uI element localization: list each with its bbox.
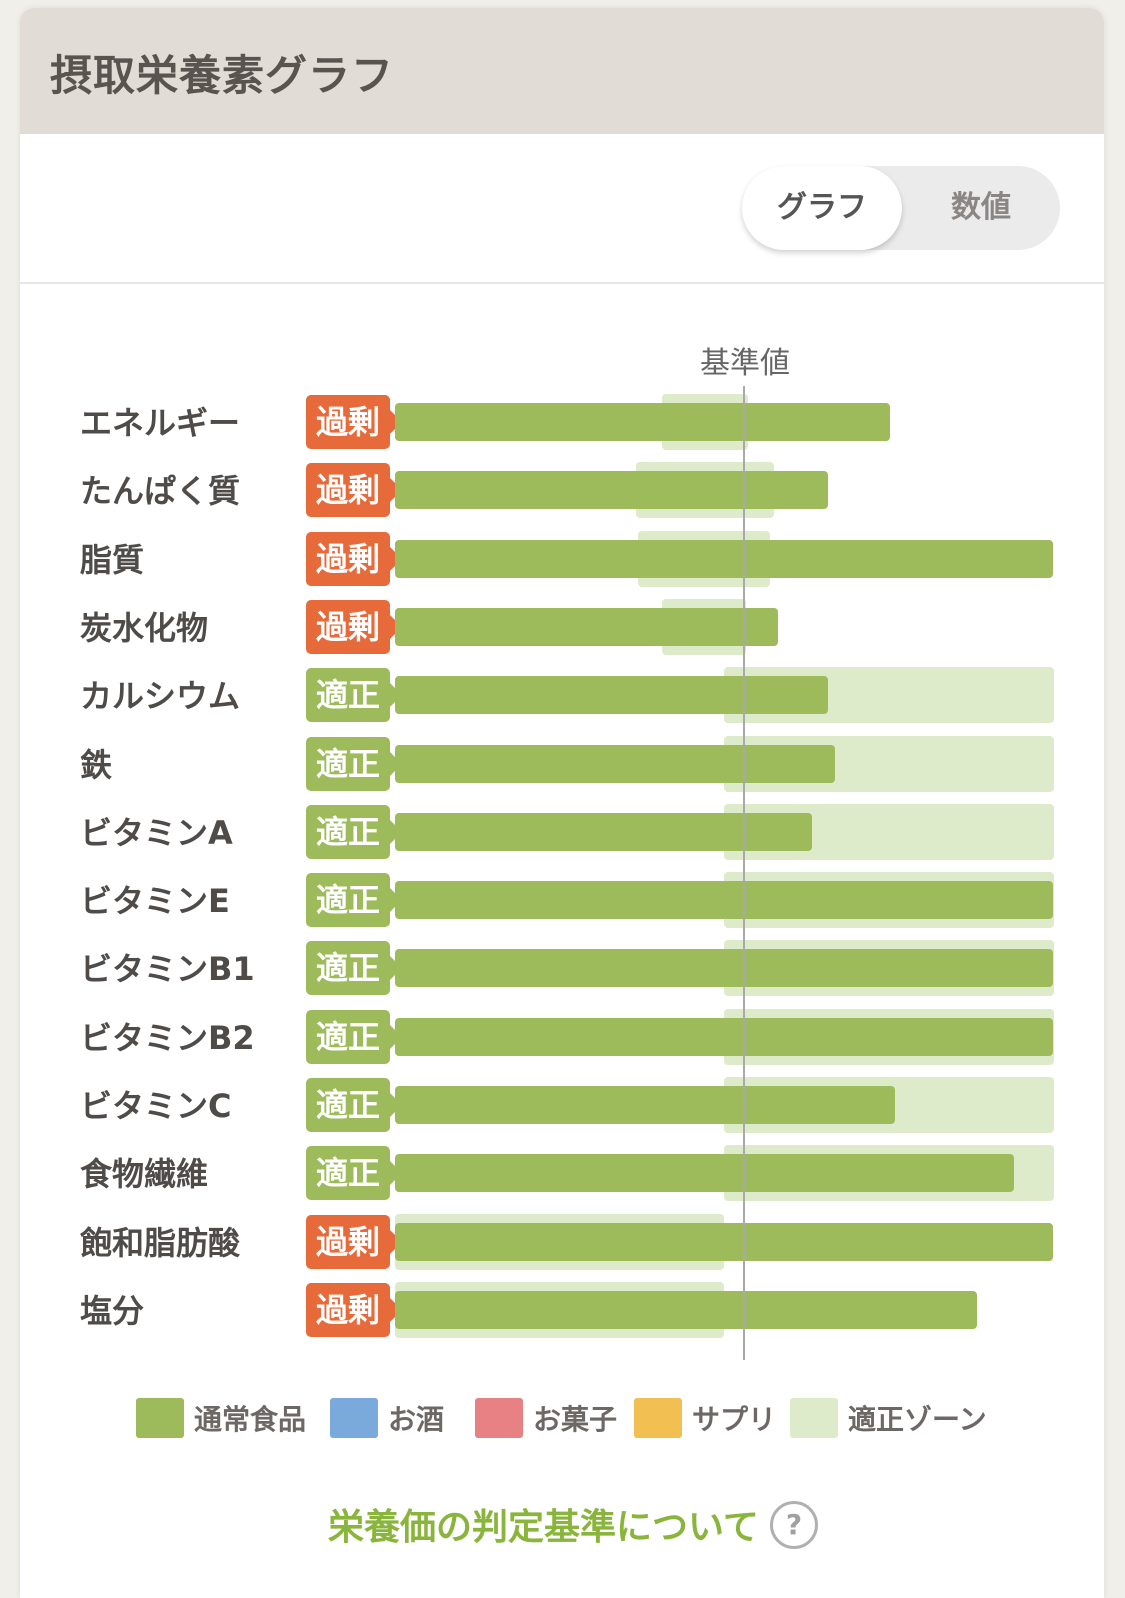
judgement-criteria-link[interactable]: 栄養価の判定基準について — [328, 1507, 759, 1548]
intake-bar — [395, 1017, 1053, 1056]
status-badge: 過剰 — [306, 1214, 402, 1269]
intake-bar — [395, 539, 1053, 578]
nutrient-label: エネルギー — [80, 404, 241, 442]
section-divider — [20, 282, 1104, 284]
nutrient-graph-card: 摂取栄養素グラフ グラフ 数値 基準値 エネルギー 過剰 たんぱく質 過剰 脂質 過剰 炭水… — [20, 8, 1104, 1598]
intake-bar — [395, 1290, 977, 1329]
status-badge: 過剰 — [306, 531, 402, 586]
intake-bar — [395, 812, 812, 851]
legend-label: 適正ゾーン — [848, 1403, 987, 1436]
nutrient-row: カルシウム 適正 — [20, 665, 1104, 725]
status-badge: 適正 — [306, 1009, 402, 1064]
status-badge: 適正 — [306, 736, 402, 791]
nutrient-row: エネルギー 過剰 — [20, 392, 1104, 452]
nutrient-row: 炭水化物 過剰 — [20, 597, 1104, 657]
intake-bar — [395, 1086, 895, 1124]
status-badge: 適正 — [306, 1078, 402, 1132]
legend-label: 通常食品 — [194, 1403, 307, 1436]
nutrient-row: ビタミンB2 適正 — [20, 1007, 1104, 1067]
status-badge: 過剰 — [306, 599, 402, 654]
baseline-line — [743, 386, 745, 1360]
intake-bar — [395, 1154, 1014, 1193]
legend-swatch — [634, 1398, 682, 1438]
nutrient-label: 炭水化物 — [80, 608, 209, 647]
intake-bar — [395, 607, 778, 646]
question-circle-icon[interactable]: ? — [770, 1501, 818, 1549]
nutrient-label: カルシウム — [80, 677, 241, 716]
nutrient-row: ビタミンE 適正 — [20, 870, 1104, 930]
legend-swatch — [790, 1398, 838, 1438]
view-toggle: グラフ 数値 — [742, 166, 1060, 250]
intake-bar — [395, 1222, 1053, 1261]
status-badge: 過剰 — [306, 1282, 402, 1337]
status-badge: 適正 — [306, 873, 402, 928]
legend-label: サプリ — [692, 1403, 777, 1436]
status-badge: 適正 — [306, 668, 402, 723]
nutrient-row: ビタミンA 適正 — [20, 802, 1104, 862]
status-badge: 過剰 — [306, 463, 402, 518]
legend-swatch — [330, 1398, 378, 1438]
numbers-toggle-button[interactable]: 数値 — [951, 190, 1011, 225]
nutrient-row: 飽和脂肪酸 過剰 — [20, 1212, 1104, 1272]
nutrient-label: ビタミンB2 — [80, 1018, 255, 1057]
legend-label: お酒 — [388, 1403, 445, 1436]
legend-swatch — [475, 1398, 523, 1438]
nutrient-label: 食物繊維 — [80, 1155, 209, 1194]
nutrient-row: たんぱく質 過剰 — [20, 460, 1104, 520]
baseline-label: 基準値 — [700, 346, 790, 381]
intake-bar — [395, 676, 828, 715]
nutrient-label: 脂質 — [80, 540, 145, 579]
nutrient-label: ビタミンC — [80, 1087, 232, 1125]
nutrient-label: ビタミンA — [80, 813, 233, 852]
status-badge: 適正 — [306, 1146, 402, 1201]
legend: 通常食品 お酒 お菓子 サプリ 適正ゾーン — [20, 1394, 1104, 1444]
nutrient-row: 鉄 適正 — [20, 734, 1104, 794]
intake-bar — [395, 949, 1053, 988]
page-title: 摂取栄養素グラフ — [50, 51, 395, 100]
nutrient-row: 塩分 過剰 — [20, 1280, 1104, 1340]
nutrient-label: 鉄 — [80, 745, 113, 784]
graph-toggle-button[interactable]: グラフ — [742, 166, 902, 250]
legend-label: お菓子 — [533, 1403, 618, 1436]
nutrient-label: たんぱく質 — [80, 472, 241, 511]
intake-bar — [395, 744, 835, 783]
status-badge: 過剰 — [306, 395, 402, 449]
intake-bar — [395, 471, 828, 510]
nutrient-label: ビタミンE — [80, 882, 230, 921]
nutrient-label: ビタミンB1 — [80, 950, 255, 989]
intake-bar — [395, 403, 890, 441]
nutrient-row: ビタミンB1 適正 — [20, 938, 1104, 998]
nutrient-label: 塩分 — [80, 1291, 145, 1330]
status-badge: 適正 — [306, 941, 402, 996]
nutrient-row: 食物繊維 適正 — [20, 1143, 1104, 1203]
nutrient-label: 飽和脂肪酸 — [80, 1223, 241, 1262]
intake-bar — [395, 881, 1053, 920]
legend-swatch — [136, 1398, 184, 1438]
card-header: 摂取栄養素グラフ — [20, 8, 1104, 134]
status-badge: 適正 — [306, 804, 402, 859]
nutrient-row: 脂質 過剰 — [20, 529, 1104, 589]
nutrient-row: ビタミンC 適正 — [20, 1075, 1104, 1135]
